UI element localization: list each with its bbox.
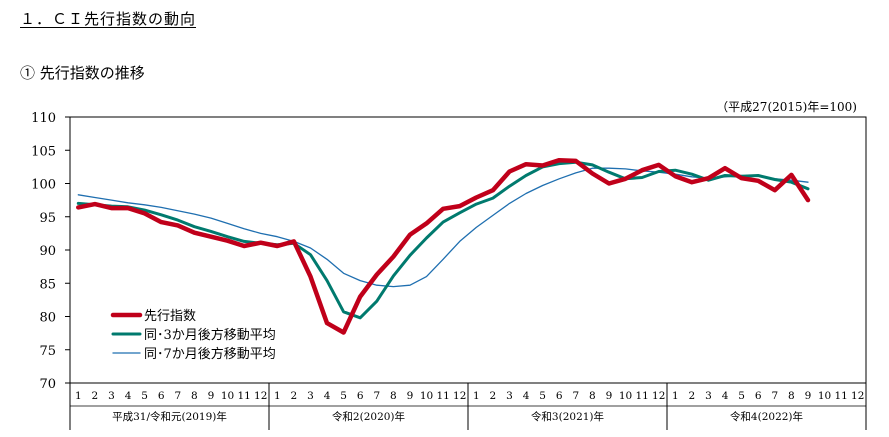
series-line: [76, 160, 810, 320]
month-tick-label: 4: [125, 390, 132, 402]
y-tick-label: 90: [39, 244, 56, 259]
y-tick-label: 75: [39, 344, 56, 359]
month-tick-label: 2: [490, 390, 497, 402]
month-tick-label: 2: [291, 390, 298, 402]
month-tick-label: 5: [141, 390, 148, 402]
month-tick-label: 3: [307, 390, 314, 402]
legend-label: 先行指数: [144, 309, 196, 324]
month-tick-label: 6: [556, 390, 563, 402]
month-tick-label: 3: [506, 390, 513, 402]
year-group-label: 平成31/令和元(2019)年: [112, 410, 227, 423]
month-tick-label: 4: [324, 390, 331, 402]
series-line: [76, 157, 811, 335]
month-tick-label: 11: [436, 390, 449, 402]
month-tick-label: 5: [738, 390, 745, 402]
month-tick-label: 7: [373, 390, 380, 402]
month-tick-label: 2: [689, 390, 696, 402]
month-tick-label: 1: [75, 390, 82, 402]
month-tick-label: 12: [851, 390, 864, 402]
section-title: １．ＣＩ先行指数の動向: [20, 10, 197, 28]
month-tick-label: 11: [635, 390, 648, 402]
month-tick-label: 6: [158, 390, 165, 402]
month-tick-label: 10: [420, 390, 433, 402]
month-tick-label: 12: [254, 390, 267, 402]
month-tick-label: 4: [722, 390, 729, 402]
y-tick-label: 80: [39, 311, 56, 326]
y-tick-label: 95: [39, 211, 56, 226]
month-tick-label: 1: [672, 390, 679, 402]
legend-label: 同･3か月後方移動平均: [144, 327, 276, 343]
month-tick-label: 9: [805, 390, 812, 402]
month-tick-label: 9: [208, 390, 215, 402]
month-tick-label: 1: [274, 390, 281, 402]
year-group-label: 令和2(2020)年: [332, 410, 405, 423]
month-tick-label: 8: [589, 390, 596, 402]
month-tick-label: 2: [92, 390, 99, 402]
month-tick-label: 7: [174, 390, 181, 402]
month-tick-label: 4: [523, 390, 530, 402]
month-tick-label: 10: [619, 390, 632, 402]
month-tick-label: 10: [818, 390, 831, 402]
month-tick-label: 7: [771, 390, 778, 402]
legend-label: 同･7か月後方移動平均: [144, 346, 276, 362]
y-tick-label: 100: [31, 178, 56, 193]
month-tick-label: 9: [606, 390, 613, 402]
subsection-title: ① 先行指数の推移: [20, 64, 145, 82]
year-group-label: 令和3(2021)年: [531, 410, 604, 423]
year-group-label: 令和4(2022)年: [730, 410, 803, 423]
y-tick-label: 105: [31, 144, 56, 159]
month-tick-label: 12: [453, 390, 466, 402]
y-tick-label: 110: [31, 111, 56, 126]
month-tick-label: 12: [652, 390, 665, 402]
month-tick-label: 8: [390, 390, 397, 402]
month-tick-label: 11: [237, 390, 250, 402]
month-tick-label: 8: [191, 390, 198, 402]
unit-note: （平成27(2015)年=100): [716, 100, 857, 114]
month-tick-label: 10: [221, 390, 234, 402]
month-tick-label: 7: [572, 390, 579, 402]
month-tick-label: 5: [340, 390, 347, 402]
plot-frame: [69, 116, 867, 384]
y-tick-label: 85: [39, 277, 56, 292]
month-tick-label: 6: [357, 390, 364, 402]
month-tick-label: 3: [705, 390, 712, 402]
month-tick-label: 1: [473, 390, 480, 402]
month-tick-label: 8: [788, 390, 795, 402]
month-tick-label: 9: [407, 390, 414, 402]
month-tick-label: 11: [834, 390, 847, 402]
month-tick-label: 3: [108, 390, 115, 402]
month-tick-label: 5: [539, 390, 546, 402]
month-tick-label: 6: [755, 390, 762, 402]
y-tick-label: 70: [39, 377, 56, 392]
series-line: [77, 167, 809, 288]
